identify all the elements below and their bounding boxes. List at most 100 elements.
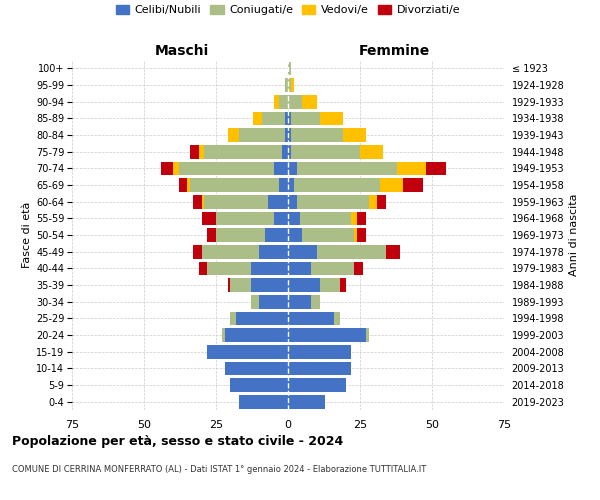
Bar [334, 312, 340, 325]
Bar [294, 178, 380, 192]
Bar [291, 128, 343, 142]
Bar [265, 228, 288, 242]
Bar [352, 212, 357, 225]
Bar [199, 262, 208, 275]
Bar [222, 328, 224, 342]
Bar [251, 262, 288, 275]
Bar [368, 195, 377, 208]
Bar [179, 162, 274, 175]
Bar [291, 78, 294, 92]
Text: COMUNE DI CERRINA MONFERRATO (AL) - Dati ISTAT 1° gennaio 2024 - Elaborazione TU: COMUNE DI CERRINA MONFERRATO (AL) - Dati… [12, 465, 426, 474]
Bar [202, 245, 259, 258]
Bar [354, 262, 363, 275]
Y-axis label: Anni di nascita: Anni di nascita [569, 194, 578, 276]
Text: Femmine: Femmine [359, 44, 430, 59]
Bar [193, 245, 202, 258]
Bar [296, 162, 397, 175]
Bar [288, 295, 311, 308]
Bar [285, 112, 288, 125]
Bar [288, 195, 296, 208]
Bar [320, 278, 340, 292]
Bar [193, 195, 202, 208]
Bar [288, 162, 296, 175]
Bar [280, 95, 288, 108]
Bar [377, 195, 386, 208]
Bar [173, 162, 179, 175]
Bar [285, 78, 288, 92]
Bar [288, 212, 299, 225]
Bar [259, 245, 288, 258]
Bar [274, 95, 280, 108]
Bar [288, 378, 346, 392]
Legend: Celibi/Nubili, Coniugati/e, Vedovi/e, Divorziati/e: Celibi/Nubili, Coniugati/e, Vedovi/e, Di… [112, 0, 464, 20]
Bar [288, 278, 320, 292]
Bar [380, 178, 403, 192]
Bar [268, 195, 288, 208]
Bar [259, 295, 288, 308]
Bar [253, 112, 262, 125]
Bar [299, 212, 352, 225]
Bar [224, 362, 288, 375]
Bar [251, 278, 288, 292]
Bar [202, 212, 216, 225]
Bar [262, 112, 285, 125]
Y-axis label: Fasce di età: Fasce di età [22, 202, 32, 268]
Text: Popolazione per età, sesso e stato civile - 2024: Popolazione per età, sesso e stato civil… [12, 435, 343, 448]
Bar [239, 395, 288, 408]
Bar [288, 145, 291, 158]
Text: Maschi: Maschi [154, 44, 209, 59]
Bar [291, 112, 320, 125]
Bar [288, 95, 302, 108]
Bar [227, 278, 230, 292]
Bar [311, 262, 354, 275]
Bar [239, 128, 285, 142]
Bar [288, 362, 352, 375]
Bar [288, 328, 366, 342]
Bar [288, 178, 294, 192]
Bar [282, 145, 288, 158]
Bar [288, 312, 334, 325]
Bar [190, 145, 199, 158]
Bar [280, 178, 288, 192]
Bar [236, 312, 288, 325]
Bar [251, 295, 259, 308]
Bar [302, 228, 354, 242]
Bar [354, 228, 357, 242]
Bar [224, 328, 288, 342]
Bar [274, 212, 288, 225]
Bar [227, 128, 239, 142]
Bar [288, 345, 352, 358]
Bar [230, 278, 251, 292]
Bar [208, 262, 251, 275]
Bar [343, 128, 366, 142]
Bar [205, 195, 268, 208]
Bar [288, 112, 291, 125]
Bar [199, 145, 205, 158]
Bar [190, 178, 280, 192]
Bar [216, 228, 265, 242]
Bar [288, 62, 291, 75]
Bar [288, 245, 317, 258]
Bar [311, 295, 320, 308]
Bar [202, 195, 205, 208]
Bar [288, 78, 291, 92]
Bar [208, 345, 288, 358]
Bar [426, 162, 446, 175]
Bar [230, 378, 288, 392]
Bar [179, 178, 187, 192]
Bar [296, 195, 368, 208]
Bar [366, 328, 368, 342]
Bar [187, 178, 190, 192]
Bar [403, 178, 424, 192]
Bar [208, 228, 216, 242]
Bar [285, 128, 288, 142]
Bar [288, 228, 302, 242]
Bar [302, 95, 317, 108]
Bar [288, 395, 325, 408]
Bar [317, 245, 386, 258]
Bar [288, 262, 311, 275]
Bar [230, 312, 236, 325]
Bar [205, 145, 282, 158]
Bar [161, 162, 173, 175]
Bar [291, 145, 360, 158]
